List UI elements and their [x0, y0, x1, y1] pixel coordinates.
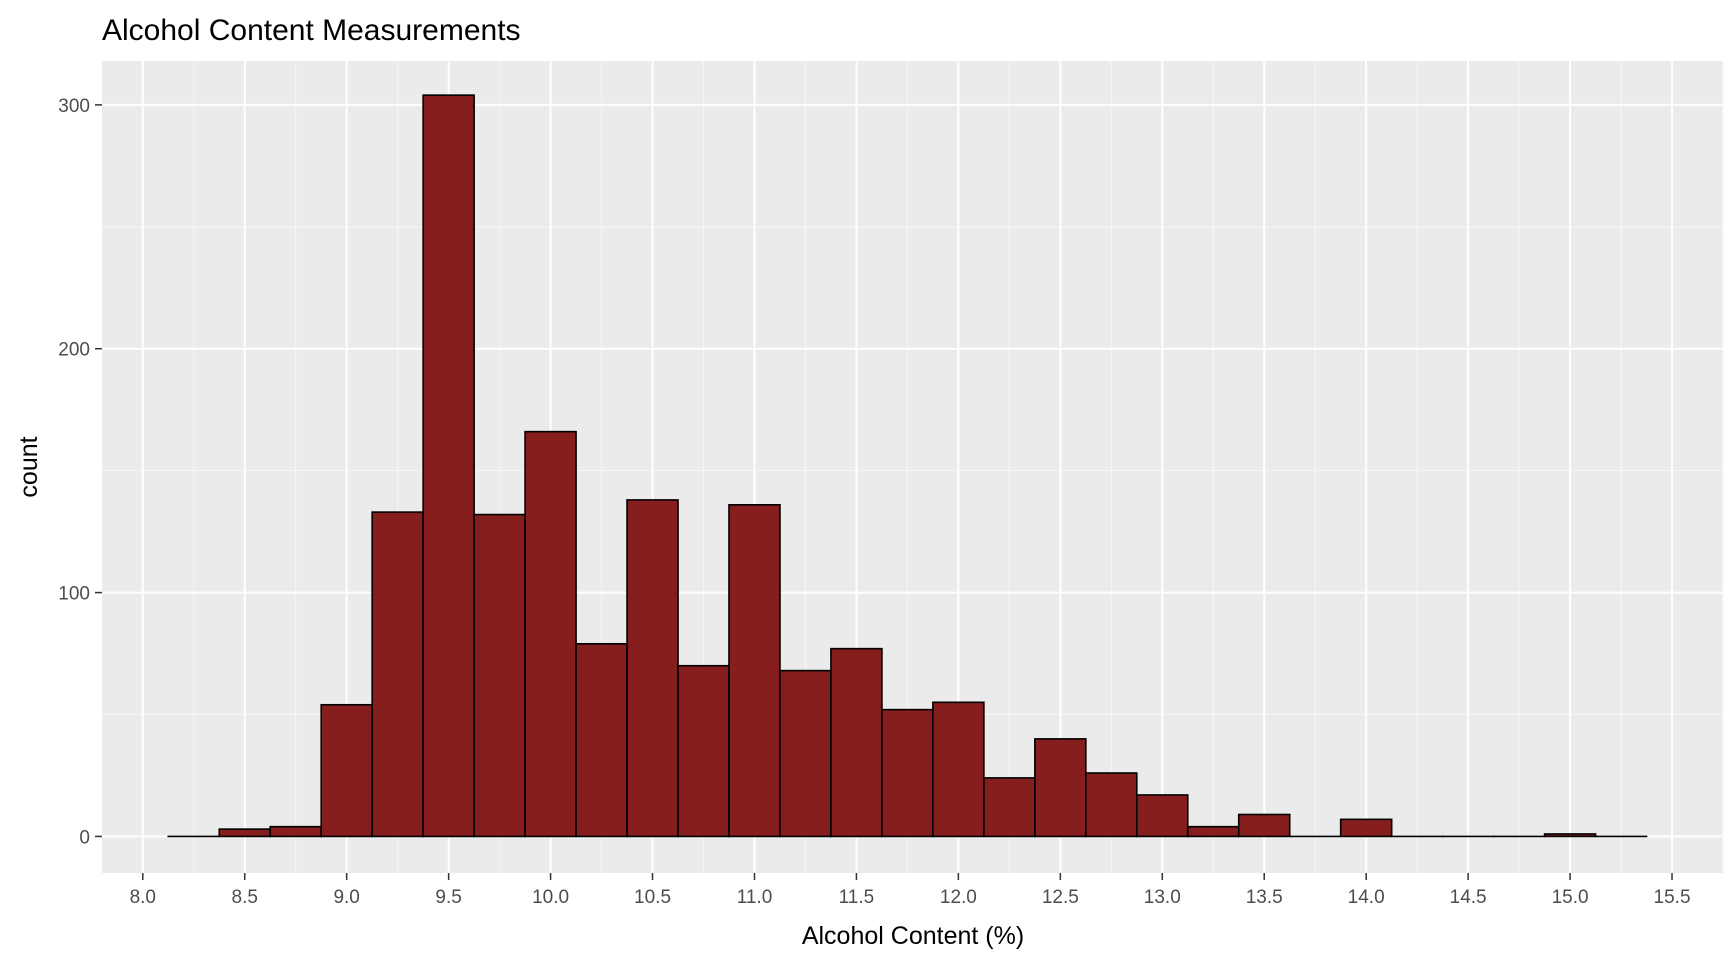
histogram-bar — [1188, 827, 1239, 837]
histogram-bar — [1545, 834, 1596, 836]
histogram-bar — [780, 671, 831, 837]
histogram-bar — [729, 505, 780, 837]
histogram-bar — [882, 710, 933, 837]
histogram-bar — [219, 829, 270, 836]
histogram-bar — [321, 705, 372, 837]
histogram-bar — [372, 512, 423, 836]
y-tick-label: 300 — [58, 96, 90, 117]
x-tick-label: 12.5 — [1042, 887, 1079, 908]
y-axis-title: count — [15, 436, 43, 497]
histogram-bar — [1035, 739, 1086, 837]
x-tick-label: 15.0 — [1552, 887, 1589, 908]
x-tick-label: 11.5 — [839, 887, 875, 908]
x-tick-label: 10.0 — [532, 887, 569, 908]
y-tick-label: 0 — [79, 827, 90, 848]
histogram-bar — [933, 702, 984, 836]
chart-title: Alcohol Content Measurements — [102, 14, 521, 47]
x-axis: 8.0 8.5 9.0 9.5 10.0 10.5 11.0 11.5 12.0 12.5 13.0… — [130, 873, 1691, 908]
x-tick-label: 9.5 — [435, 887, 461, 908]
histogram-bar — [474, 515, 525, 837]
x-tick-label: 9.0 — [333, 887, 359, 908]
x-tick-label: 11.0 — [737, 887, 773, 908]
x-tick-label: 14.0 — [1348, 887, 1385, 908]
histogram-bar — [678, 666, 729, 837]
x-tick-label: 10.5 — [634, 887, 671, 908]
x-tick-label: 14.5 — [1450, 887, 1487, 908]
histogram-bar — [270, 827, 321, 837]
x-axis-title: Alcohol Content (%) — [802, 922, 1024, 950]
histogram-bar — [1239, 814, 1290, 836]
histogram-bar — [627, 500, 678, 837]
histogram-bar — [984, 778, 1035, 837]
y-tick-label: 200 — [58, 340, 90, 361]
histogram-bar — [1341, 819, 1392, 836]
x-tick-label: 15.5 — [1654, 887, 1691, 908]
x-tick-label: 13.5 — [1246, 887, 1283, 908]
histogram-bar — [525, 432, 576, 837]
histogram-bar — [1086, 773, 1137, 836]
y-tick-label: 100 — [58, 584, 90, 605]
histogram-bar — [1137, 795, 1188, 836]
x-tick-label: 13.0 — [1144, 887, 1181, 908]
histogram-bar — [831, 649, 882, 837]
histogram-bar — [423, 95, 474, 836]
x-tick-label: 8.0 — [130, 887, 156, 908]
histogram-bar — [576, 644, 627, 837]
x-tick-label: 8.5 — [232, 887, 258, 908]
y-axis: 0 100 200 300 — [58, 96, 102, 849]
x-tick-label: 12.0 — [940, 887, 977, 908]
